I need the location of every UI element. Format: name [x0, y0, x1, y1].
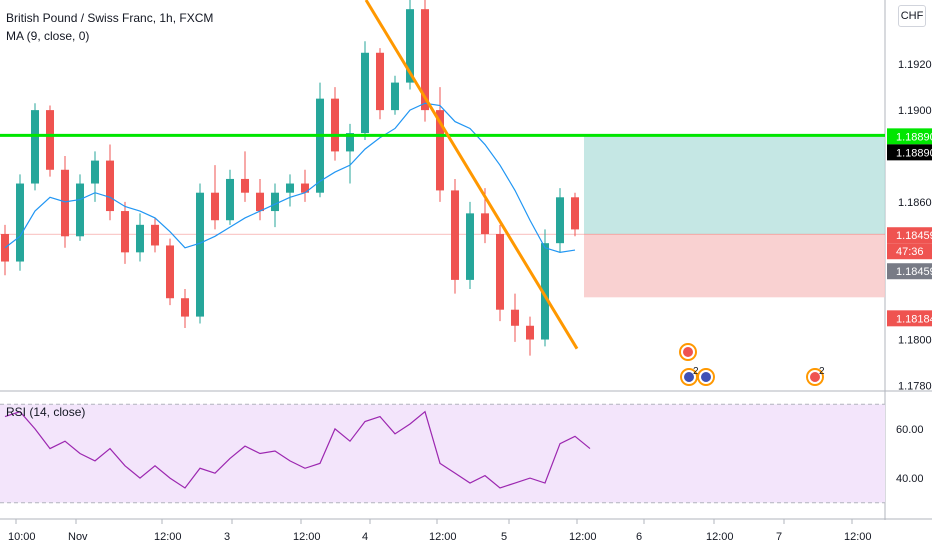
current-price-marker: 1.18459	[896, 230, 932, 242]
rsi-tick-label: 60.00	[896, 424, 924, 436]
candle-body	[181, 298, 189, 317]
event-icon-fill	[810, 372, 820, 382]
stop-loss-zone	[584, 234, 885, 298]
candle-body	[226, 178, 234, 221]
candle-body	[31, 110, 39, 184]
time-axis-label: 12:00	[293, 531, 321, 543]
time-axis-label: 4	[362, 531, 368, 543]
symbol-title: British Pound / Swiss Franc, 1h, FXCM	[6, 11, 214, 25]
candle-body	[421, 9, 429, 111]
candle-body	[541, 243, 549, 340]
price-tick-label: 1.18600	[898, 197, 932, 209]
moving-average-line	[4, 102, 576, 253]
candle-body	[331, 98, 339, 152]
candle-body	[106, 160, 114, 212]
candle-body	[316, 98, 324, 193]
time-axis-label: 6	[636, 531, 642, 543]
price-tick-label: 1.17800	[898, 380, 932, 392]
uk-flag-icon-fill	[701, 372, 711, 382]
swiss-flag-icon-fill	[683, 347, 693, 357]
time-axis-label: 5	[501, 531, 507, 543]
current-price-marker-bg	[887, 227, 932, 244]
countdown-marker-bg	[887, 243, 932, 260]
candle-body	[451, 190, 459, 280]
price-tick-label: 1.19000	[898, 105, 932, 117]
candle-body	[376, 52, 384, 111]
candle-body	[271, 192, 279, 212]
candle-body	[121, 211, 129, 253]
candle-body	[556, 197, 564, 244]
candle-body	[151, 224, 159, 246]
time-axis-label: 12:00	[844, 531, 872, 543]
currency-button[interactable]: CHF	[898, 5, 926, 27]
candle-body	[136, 224, 144, 253]
candle-body	[361, 52, 369, 134]
candle-body	[466, 213, 474, 280]
rsi-band	[0, 404, 885, 503]
price-tick-label: 1.19200	[898, 59, 932, 71]
support-price-marker-dark-bg	[887, 144, 932, 161]
position-price-marker-bg	[887, 263, 932, 280]
support-price-marker-dark: 1.18890	[896, 147, 932, 159]
time-axis-label: 12:00	[429, 531, 457, 543]
candle-body	[511, 309, 519, 326]
time-axis-label: 12:00	[154, 531, 182, 543]
candle-body	[496, 234, 504, 310]
time-axis-label: 10:00	[8, 531, 36, 543]
candle-body	[526, 325, 534, 340]
candle-body	[481, 213, 489, 234]
support-price-marker-bg	[887, 128, 932, 145]
candle-body	[61, 169, 69, 237]
time-axis-label: 12:00	[569, 531, 597, 543]
uk-flag-icon-fill	[684, 372, 694, 382]
countdown-marker: 47:36	[896, 246, 924, 258]
position-price-marker: 1.18459	[896, 266, 932, 278]
candle-body	[196, 192, 204, 317]
candle-body	[571, 197, 579, 230]
time-axis-label: 12:00	[706, 531, 734, 543]
rsi-indicator-label[interactable]: RSI (14, close)	[6, 405, 86, 419]
candle-body	[91, 160, 99, 184]
take-profit-zone	[584, 135, 885, 235]
stop-price-marker: 1.18184	[896, 313, 932, 325]
time-axis-label: 7	[776, 531, 782, 543]
trend-line	[364, 0, 579, 350]
candle-body	[166, 245, 174, 299]
candle-body	[346, 133, 354, 152]
event-count: 2	[819, 366, 825, 377]
ma-indicator-label[interactable]: MA (9, close, 0)	[6, 29, 90, 43]
candle-body	[46, 110, 54, 170]
time-axis-label: 3	[224, 531, 230, 543]
candle-body	[76, 183, 84, 237]
time-axis-label: Nov	[68, 531, 88, 543]
support-price-marker: 1.18890	[896, 131, 932, 143]
rsi-tick-label: 40.00	[896, 473, 924, 485]
price-tick-label: 1.18000	[898, 335, 932, 347]
candle-body	[211, 192, 219, 221]
candle-body	[286, 183, 294, 193]
candle-body	[16, 183, 24, 262]
candle-body	[391, 82, 399, 111]
candle-body	[256, 192, 264, 212]
candle-body	[241, 178, 249, 193]
candle-body	[301, 183, 309, 193]
event-count: 2	[693, 366, 699, 377]
stop-price-marker-bg	[887, 310, 932, 327]
candle-body	[436, 110, 444, 191]
rsi-line	[4, 410, 591, 489]
candle-body	[406, 9, 414, 83]
